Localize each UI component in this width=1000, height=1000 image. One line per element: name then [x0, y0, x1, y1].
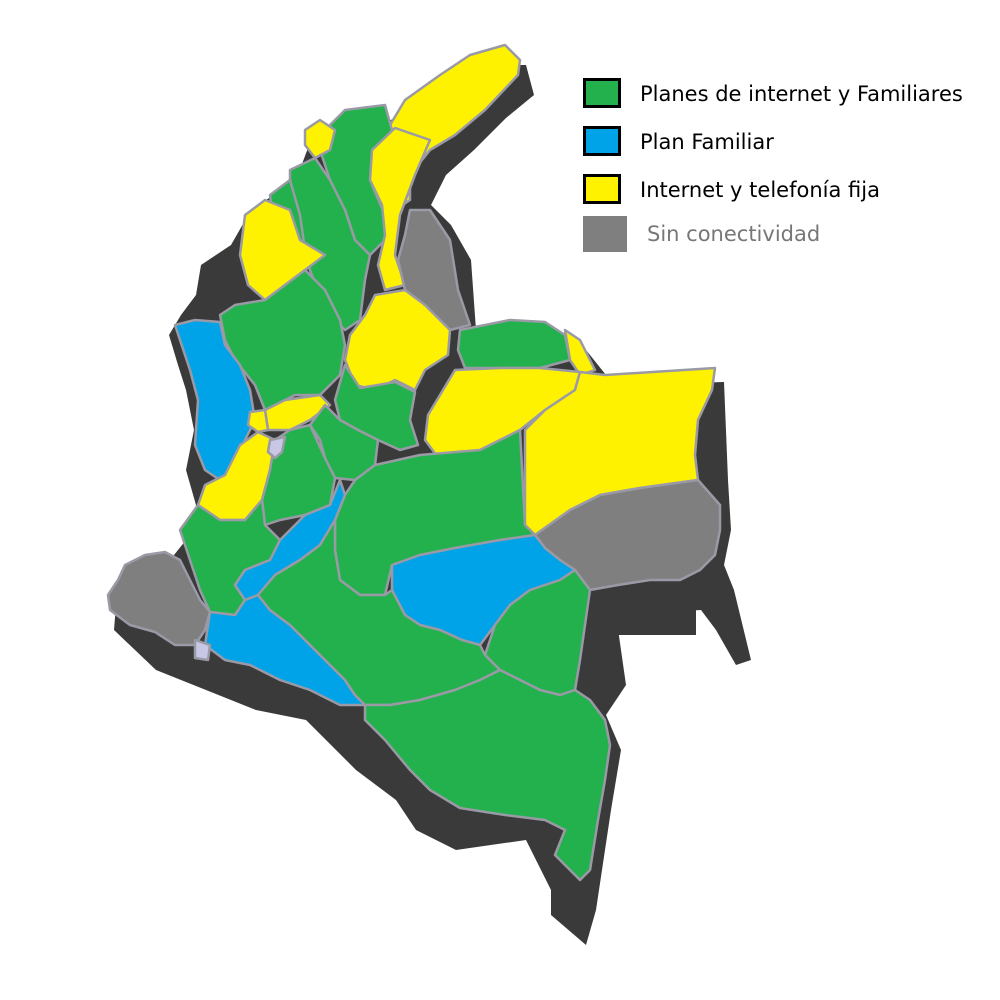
- region-santander: [343, 288, 452, 392]
- region-atlantico: [303, 118, 337, 160]
- legend-label-blue: Plan Familiar: [640, 130, 774, 154]
- legend-label-green: Planes de internet y Familiares: [640, 82, 963, 106]
- region-bogota-small: [266, 435, 287, 460]
- region-caqueta: [256, 518, 502, 707]
- region-arauca: [456, 318, 572, 370]
- legend-label-gray: Sin conectividad: [647, 222, 821, 246]
- region-narino-inset: [193, 638, 212, 662]
- legend-swatch-gray: [583, 216, 627, 252]
- legend-label-yellow: Internet y telefonía fija: [640, 178, 880, 202]
- legend-swatch-green: [583, 78, 621, 108]
- legend-swatch-yellow: [583, 174, 621, 204]
- region-amazonas: [363, 668, 612, 882]
- region-antioquia: [218, 268, 347, 412]
- departments: [106, 43, 722, 882]
- region-narino: [106, 550, 212, 647]
- legend-swatch-blue: [583, 126, 621, 156]
- region-risaralda: [246, 408, 270, 434]
